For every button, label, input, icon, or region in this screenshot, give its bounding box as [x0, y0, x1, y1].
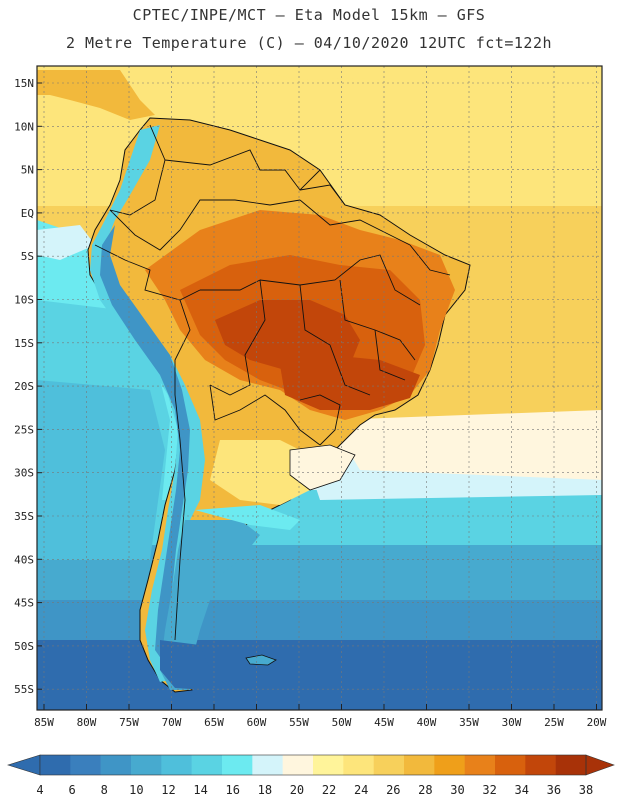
falkland-islands: [245, 654, 277, 666]
lat-label: 45S: [14, 597, 34, 610]
colorbar-swatch: [464, 755, 496, 775]
colorbar-label: 38: [579, 783, 593, 797]
lat-label: 20S: [14, 380, 34, 393]
colorbar-swatch: [222, 755, 253, 775]
colorbar-label: 28: [418, 783, 432, 797]
lon-label: 50W: [332, 716, 352, 729]
colorbar-label: 10: [129, 783, 143, 797]
lat-label: 50S: [14, 640, 34, 653]
colorbar-label: 18: [258, 783, 272, 797]
colorbar-label: 30: [450, 783, 464, 797]
colorbar-label: 20: [290, 783, 304, 797]
colorbar-swatch: [373, 755, 405, 775]
map-frame: [36, 65, 603, 711]
lat-label: 25S: [14, 423, 34, 436]
caribbean-sea: [37, 66, 602, 88]
colorbar-swatch: [282, 755, 314, 775]
colorbar-swatch: [100, 755, 132, 775]
lat-label: 35S: [14, 510, 34, 523]
lat-label: 10S: [14, 294, 34, 307]
lon-label: 45W: [374, 716, 394, 729]
colorbar-label: 4: [36, 783, 43, 797]
colorbar-label: 26: [386, 783, 400, 797]
lat-label: 40S: [14, 553, 34, 566]
colorbar-swatch: [495, 755, 526, 775]
lat-label: EQ: [21, 207, 34, 220]
colorbar-swatch: [191, 755, 223, 775]
atlantic-cool-band: [310, 470, 602, 500]
lon-label: 25W: [544, 716, 564, 729]
lon-label: 35W: [459, 716, 479, 729]
colorbar-swatch: [131, 755, 162, 775]
lat-label: 5S: [21, 250, 34, 263]
colorbar-label: 36: [547, 783, 561, 797]
longitude-labels: 85W 80W 75W 70W 65W 60W 55W 50W 45W 40W 35W 30W 25W 2…: [34, 704, 607, 729]
colorbar-label: 24: [354, 783, 368, 797]
andes-colder-zone: [100, 225, 190, 660]
lon-label: 55W: [289, 716, 309, 729]
colorbar-label: 8: [101, 783, 108, 797]
graticule: [37, 66, 602, 710]
colorbar-label: 32: [482, 783, 496, 797]
colorbar: 4 6 8 10 12 14 16 18 20 22 24 26 28 30 32 34 36 38: [6, 754, 615, 797]
colorbar-swatch: [161, 755, 192, 775]
lat-label: 15N: [14, 77, 34, 90]
lon-label: 40W: [417, 716, 437, 729]
map-plot-area: [37, 66, 602, 710]
colorbar-low-arrow: [6, 754, 41, 776]
atlantic-pale-zone: [330, 410, 602, 480]
central-america-land: [37, 70, 155, 120]
colorbar-label: 12: [161, 783, 175, 797]
colorbar-swatch: [343, 755, 374, 775]
colorbar-label: 16: [225, 783, 239, 797]
map-title-line2: 2 Metre Temperature (C) – 04/10/2020 12U…: [65, 34, 553, 52]
colorbar-frame: [39, 754, 587, 776]
tierra-del-fuego-cold: [160, 640, 215, 690]
colorbar-swatch: [313, 755, 344, 775]
latitude-labels: 15N 10N 5N EQ 5S 10S 15S 20S 25S 30S 35S 40S 45S 50S 5…: [14, 77, 42, 696]
colorbar-label: 34: [515, 783, 529, 797]
colorbar-swatch: [555, 755, 587, 775]
colorbar-swatch: [404, 755, 435, 775]
country-borders: [94, 124, 451, 641]
colorbar-swatch: [434, 755, 465, 775]
map-title-line1: CPTEC/INPE/MCT – Eta Model 15km – GFS: [132, 6, 486, 24]
colorbar-swatch: [525, 755, 556, 775]
lon-label: 70W: [162, 716, 182, 729]
lon-label: 85W: [34, 716, 54, 729]
lat-label: 10N: [14, 120, 34, 133]
pacific-colder-zone: [37, 380, 165, 560]
colorbar-swatch: [70, 755, 101, 775]
colorbar-label: 14: [193, 783, 207, 797]
patagonia-north-cool: [195, 505, 300, 530]
lat-label: 15S: [14, 337, 34, 350]
lat-label: 5N: [21, 164, 34, 177]
lat-label: 30S: [14, 467, 34, 480]
colorbar-high-arrow: [585, 754, 615, 776]
colorbar-label: 22: [322, 783, 336, 797]
uruguay-coast-zone: [289, 444, 356, 491]
colorbar-swatch: [40, 755, 71, 775]
lon-label: 20W: [587, 716, 607, 729]
colorbar-swatch: [252, 755, 283, 775]
ocean-band-4: [37, 640, 602, 710]
lon-label: 30W: [502, 716, 522, 729]
colorbar-label: 6: [69, 783, 76, 797]
lon-label: 60W: [247, 716, 267, 729]
pacific-pale-zone: [37, 225, 95, 260]
lat-label: 55S: [14, 683, 34, 696]
lon-label: 80W: [77, 716, 97, 729]
lon-label: 65W: [204, 716, 224, 729]
lon-label: 75W: [119, 716, 139, 729]
